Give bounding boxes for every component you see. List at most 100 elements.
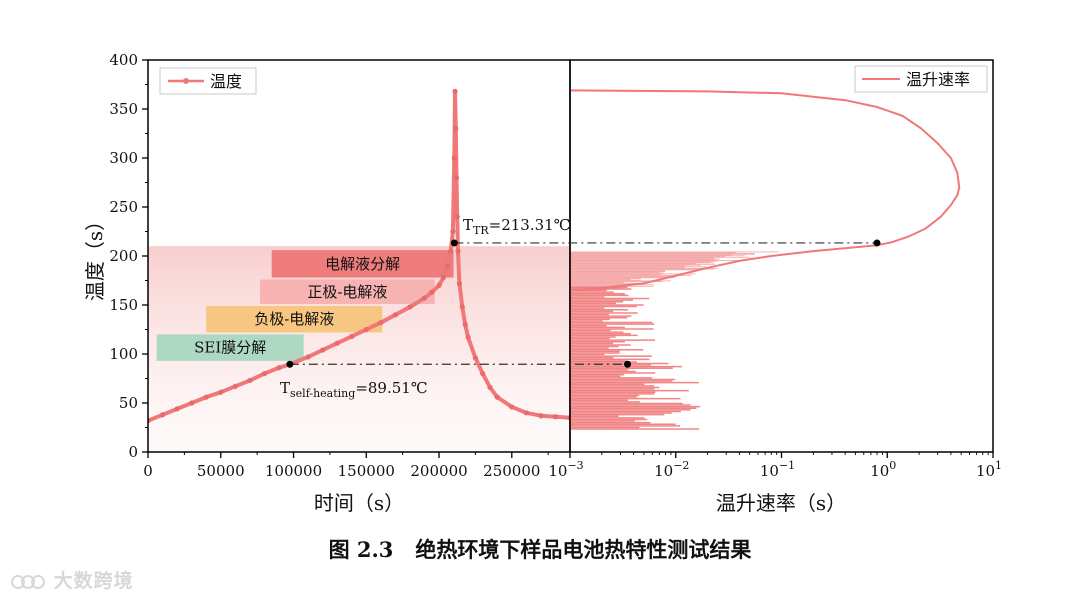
rate-vs-temperature-panel: 10−3 10−2 10−1 100 101 温升速率: [548, 59, 1002, 480]
temperature-point: [320, 347, 326, 353]
log-x-tick-exp: −3: [567, 459, 583, 472]
temperature-point: [378, 320, 384, 326]
temperature-point: [453, 126, 459, 132]
reaction-band: 负极-电解液: [206, 305, 383, 333]
x-tick-label: 250000: [483, 462, 540, 480]
y-tick-label: 350: [109, 100, 138, 118]
temperature-point: [232, 383, 238, 389]
log-x-tick-exp: −2: [673, 459, 689, 472]
annotation-subscript: self-heating: [290, 387, 355, 400]
temperature-point: [305, 354, 311, 360]
log-x-tick-base: 10: [654, 462, 673, 480]
log-x-tick-base: 10: [870, 462, 889, 480]
reaction-band-label: 电解液分解: [325, 255, 400, 273]
temperature-point: [392, 312, 398, 318]
left-threshold-marker: [286, 360, 294, 368]
temperature-series: [148, 88, 570, 424]
temperature-point: [440, 274, 446, 281]
temperature-point: [218, 389, 224, 395]
log-x-tick-label: 100: [870, 459, 896, 480]
log-x-tick-base: 10: [548, 462, 567, 480]
threshold-annotation: Tself-heating=89.51℃: [280, 379, 428, 400]
annotation-subscript: TR: [473, 224, 489, 237]
temperature-point: [453, 175, 460, 181]
temperature-point: [465, 334, 471, 340]
right-x-axis-title: 温升速率（s）: [716, 491, 846, 515]
temperature-point: [538, 413, 544, 419]
temperature-point: [494, 394, 500, 400]
temperature-point: [450, 228, 456, 235]
log-x-tick-exp: 0: [889, 459, 896, 472]
right-legend: 温升速率: [854, 65, 988, 93]
reaction-band-rect: [260, 279, 435, 305]
left-legend-marker: [183, 78, 189, 84]
temperature-point: [509, 404, 515, 410]
temperature-point: [480, 371, 486, 377]
annotation-main: T: [280, 379, 290, 397]
temperature-point: [174, 406, 180, 412]
left-legend: 温度: [159, 67, 257, 95]
y-tick-label: 100: [109, 345, 138, 363]
temperature-point: [436, 282, 442, 288]
figure-caption: 图 2.3 绝热环境下样品电池热特性测试结果: [0, 534, 1080, 564]
left-threshold-marker: [450, 239, 458, 247]
temperature-point: [429, 289, 435, 295]
y-tick-label: 300: [109, 149, 138, 167]
reaction-band-label: 负极-电解液: [254, 310, 334, 328]
temperature-point: [451, 155, 457, 161]
watermark-text: 大数跨境: [53, 570, 134, 592]
temperature-point: [349, 333, 355, 339]
temperature-point: [363, 326, 369, 333]
temperature-point: [276, 365, 282, 371]
rate-series: [570, 89, 961, 292]
y-tick-label: 200: [109, 247, 138, 265]
temperature-point: [203, 394, 209, 400]
temperature-point: [261, 371, 268, 377]
reaction-band-label: SEI膜分解: [194, 339, 266, 357]
reaction-band: 电解液分解: [271, 250, 454, 278]
temperature-point: [407, 304, 413, 310]
y-tick-label: 50: [119, 394, 138, 412]
temperature-point: [421, 295, 428, 301]
temperature-point: [159, 412, 166, 418]
temperature-point: [552, 414, 559, 420]
reaction-band-rect: [206, 305, 383, 333]
temperature-point: [459, 304, 465, 310]
temperature-point: [487, 384, 493, 390]
temperature-point: [334, 340, 340, 346]
caption-text: 绝热环境下样品电池热特性测试结果: [415, 537, 752, 562]
right-legend-label: 温升速率: [906, 70, 970, 89]
annotation-value: =89.51℃: [355, 379, 427, 397]
left-x-axis-title: 时间（s）: [314, 491, 404, 515]
watermark-logo-icon: [11, 574, 45, 589]
temperature-point: [462, 322, 468, 328]
y-tick-label: 400: [109, 51, 138, 69]
log-x-tick-label: 10−2: [654, 459, 689, 480]
rate-noise-region: [570, 251, 780, 430]
rate-line: [570, 89, 961, 292]
temperature-point: [445, 263, 451, 269]
temperature-point: [455, 248, 461, 254]
log-x-tick-label: 101: [976, 459, 1002, 480]
x-tick-label: 100000: [265, 462, 322, 480]
y-tick-label: 0: [128, 443, 138, 461]
x-tick-label: 200000: [410, 462, 467, 480]
threshold-annotation: TTR=213.31℃: [463, 216, 570, 237]
log-x-tick-label: 10−3: [548, 459, 583, 480]
x-tick-label: 150000: [338, 462, 395, 480]
y-tick-label: 150: [109, 296, 138, 314]
temperature-point: [454, 214, 460, 220]
right-axes: 10−3 10−2 10−1 100 101: [548, 59, 1002, 480]
temperature-point: [472, 355, 479, 361]
reaction-band: 正极-电解液: [260, 279, 435, 305]
temperature-point: [448, 248, 454, 254]
left-legend-label: 温度: [210, 72, 242, 91]
x-tick-label: 50000: [197, 462, 245, 480]
log-x-tick-exp: 1: [995, 459, 1002, 472]
reaction-band-label: 正极-电解液: [307, 283, 387, 301]
reaction-band-rect: [156, 334, 304, 361]
temperature-point: [247, 377, 253, 384]
log-x-tick-label: 10−1: [760, 459, 795, 480]
